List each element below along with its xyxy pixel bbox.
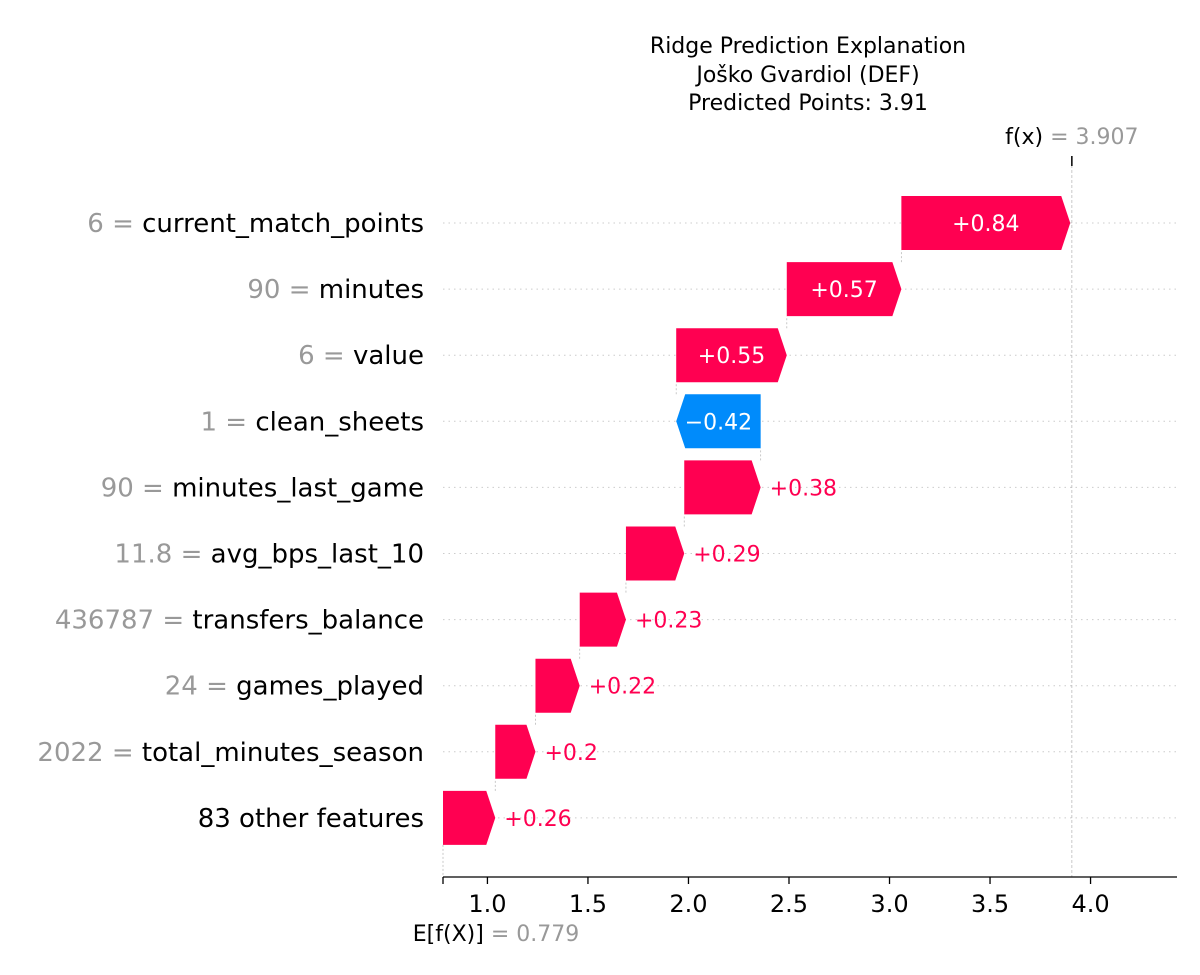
x-tick-label: 3.5 — [971, 890, 1009, 918]
bar-value-label: −0.42 — [685, 410, 752, 435]
contribution-bar — [676, 328, 787, 383]
feature-name: transfers_balance — [192, 606, 424, 636]
contribution-bar — [535, 658, 580, 713]
feature-value: 2022 = — [37, 738, 141, 768]
feature-value: 436787 = — [55, 606, 193, 636]
bar-value-label: +0.2 — [544, 741, 597, 766]
title-line-3: Predicted Points: 3.91 — [688, 91, 928, 116]
feature-name: 83 other features — [198, 804, 424, 834]
x-tick-label: 3.0 — [870, 890, 908, 918]
contribution-bar — [443, 790, 496, 845]
feature-label: 6 = value — [298, 341, 424, 371]
bar-value-label: +0.55 — [698, 344, 765, 369]
output-value-annotation: f(x) = 3.907 — [1005, 125, 1138, 150]
feature-label: 1 = clean_sheets — [200, 407, 424, 437]
feature-name: total_minutes_season — [142, 738, 424, 768]
feature-name: clean_sheets — [255, 407, 424, 437]
feature-name: current_match_points — [142, 209, 424, 239]
feature-name: games_played — [236, 672, 424, 702]
output-value-text: = 3.907 — [1050, 125, 1138, 150]
bar-value-label: +0.23 — [635, 609, 702, 634]
chart-title: Ridge Prediction Explanation Joško Gvard… — [650, 34, 966, 116]
bar-value-label: +0.26 — [504, 807, 571, 832]
output-value-key: f(x) — [1005, 125, 1050, 150]
feature-label: 2022 = total_minutes_season — [37, 738, 424, 768]
base-value-text: = 0.779 — [491, 922, 579, 947]
bar-value-label: +0.22 — [589, 675, 656, 700]
connector-lines — [442, 156, 1073, 877]
x-tick-label: 4.0 — [1071, 890, 1109, 918]
feature-name: value — [353, 341, 424, 371]
bar-value-label: +0.84 — [952, 212, 1019, 237]
bar-value-label: +0.38 — [770, 476, 837, 501]
feature-label: 24 = games_played — [165, 672, 424, 702]
feature-label: 436787 = transfers_balance — [55, 606, 424, 636]
x-tick-label: 2.0 — [669, 890, 707, 918]
feature-value: 1 = — [200, 407, 255, 437]
feature-value: 11.8 = — [114, 540, 210, 570]
base-value-annotation: E[f(X)] = 0.779 — [413, 922, 579, 947]
feature-value: 90 = — [247, 275, 318, 305]
bar-value-label: +0.57 — [810, 278, 877, 303]
feature-label: 83 other features — [198, 804, 424, 834]
contribution-bar — [684, 460, 761, 515]
feature-label: 90 = minutes_last_game — [101, 473, 424, 503]
feature-name: minutes_last_game — [172, 473, 424, 503]
contribution-bar — [579, 592, 626, 647]
contribution-bar — [786, 262, 902, 317]
feature-value: 6 = — [298, 341, 353, 371]
feature-label: 6 = current_match_points — [87, 209, 424, 239]
feature-label: 11.8 = avg_bps_last_10 — [114, 540, 424, 570]
contribution-bar — [676, 394, 761, 449]
feature-name: minutes — [319, 275, 424, 305]
x-tick-label: 2.5 — [770, 890, 808, 918]
title-line-1: Ridge Prediction Explanation — [650, 34, 966, 59]
feature-value: 6 = — [87, 209, 142, 239]
x-tick-label: 1.0 — [468, 890, 506, 918]
feature-value: 24 = — [165, 672, 236, 702]
base-value-key: E[f(X)] — [413, 922, 491, 947]
x-tick-label: 1.5 — [569, 890, 607, 918]
feature-label: 90 = minutes — [247, 275, 424, 305]
title-line-2: Joško Gvardiol (DEF) — [694, 63, 919, 88]
row-gridlines — [443, 222, 1177, 819]
contribution-bar — [495, 724, 536, 779]
x-axis: 1.0 1.5 2.0 2.5 3.0 3.5 4.0 — [442, 876, 1177, 918]
contribution-bar — [901, 196, 1071, 250]
bar-value-label: +0.29 — [693, 543, 760, 568]
value-annotations: f(x) = 3.907 E[f(X)] = 0.779 — [413, 125, 1139, 947]
contribution-bars: +0.84 +0.57 +0.55 −0.42 +0.38 +0.29 +0.23 +0.22… — [443, 196, 1071, 845]
feature-value: 90 = — [101, 473, 172, 503]
contribution-bar — [625, 526, 685, 581]
feature-name: avg_bps_last_10 — [211, 540, 424, 570]
feature-labels: 6 = current_match_points 90 = minutes 6 = … — [37, 209, 424, 834]
